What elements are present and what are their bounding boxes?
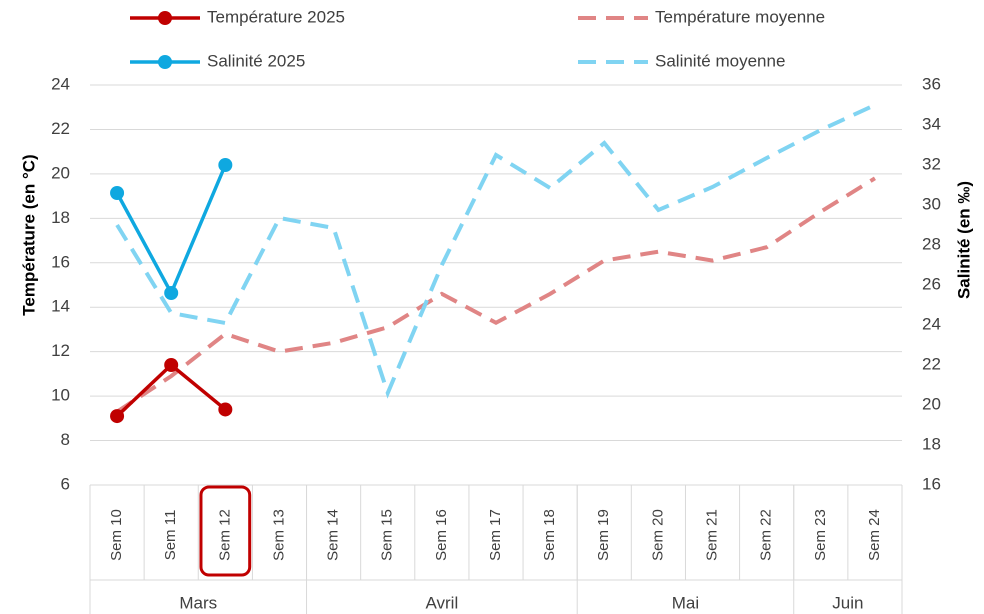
data-point (110, 409, 125, 424)
y-tick-label: 22 (51, 119, 70, 138)
y-tick-label: 10 (51, 386, 70, 405)
x-tick-label: Sem 18 (541, 509, 558, 561)
y2-tick-label: 26 (922, 274, 941, 293)
data-point (110, 186, 125, 200)
legend-label: Salinité 2025 (207, 51, 305, 70)
series-line (115, 176, 876, 414)
highlight-box (199, 485, 252, 577)
x-tick-label: Sem 19 (595, 509, 612, 561)
data-point (164, 286, 179, 300)
y2-tick-label: 28 (922, 234, 941, 253)
y2-tick-label: 32 (922, 154, 941, 173)
x-tick-label: Sem 23 (812, 509, 829, 561)
legend-marker (158, 11, 172, 25)
x-tick-label: Sem 24 (866, 509, 883, 561)
group-label: Mai (672, 593, 699, 612)
x-tick-label: Sem 13 (270, 509, 287, 561)
legend-label: Température moyenne (655, 7, 825, 26)
data-point (218, 158, 233, 172)
y2-tick-label: 18 (922, 434, 941, 453)
y-tick-label: 14 (51, 297, 70, 316)
x-tick-label: Sem 11 (162, 510, 179, 561)
y-tick-label: 18 (51, 208, 70, 227)
y-tick-label: 24 (51, 74, 70, 93)
y2-tick-label: 30 (922, 194, 941, 213)
group-label: Avril (425, 593, 458, 612)
y-tick-label: 12 (51, 341, 70, 360)
data-point (218, 402, 233, 417)
series-line (115, 362, 227, 418)
x-tick-label: Sem 16 (433, 509, 450, 561)
legend-label: Température 2025 (207, 7, 345, 26)
y2-axis-title: Salinité (en ‰) (954, 181, 973, 299)
group-label: Mars (179, 593, 217, 612)
y2-tick-label: 36 (922, 74, 941, 93)
x-tick-label: Sem 15 (379, 509, 396, 561)
series-line (115, 164, 227, 298)
x-tick-label: Sem 12 (216, 509, 233, 561)
x-tick-label: Sem 17 (487, 509, 504, 561)
y2-tick-label: 22 (922, 354, 941, 373)
group-label: Juin (832, 593, 863, 612)
legend-label: Salinité moyenne (655, 51, 785, 70)
y-tick-label: 20 (51, 163, 70, 182)
y2-tick-label: 34 (922, 114, 941, 133)
y2-tick-label: 20 (922, 394, 941, 413)
y-axis-title: Température (en °C) (19, 154, 38, 315)
y2-tick-label: 24 (922, 314, 941, 333)
x-tick-label: Sem 10 (108, 509, 125, 561)
legend-marker (158, 55, 172, 69)
x-tick-label: Sem 22 (758, 509, 775, 561)
series-line (115, 103, 876, 399)
y-tick-label: 8 (61, 430, 70, 449)
x-tick-label: Sem 14 (325, 509, 342, 561)
x-tick-label: Sem 21 (704, 509, 721, 561)
data-point (164, 358, 179, 372)
y-tick-label: 16 (51, 252, 70, 271)
y2-tick-label: 16 (922, 474, 941, 493)
y-tick-label: 6 (61, 474, 70, 493)
x-tick-label: Sem 20 (649, 509, 666, 561)
